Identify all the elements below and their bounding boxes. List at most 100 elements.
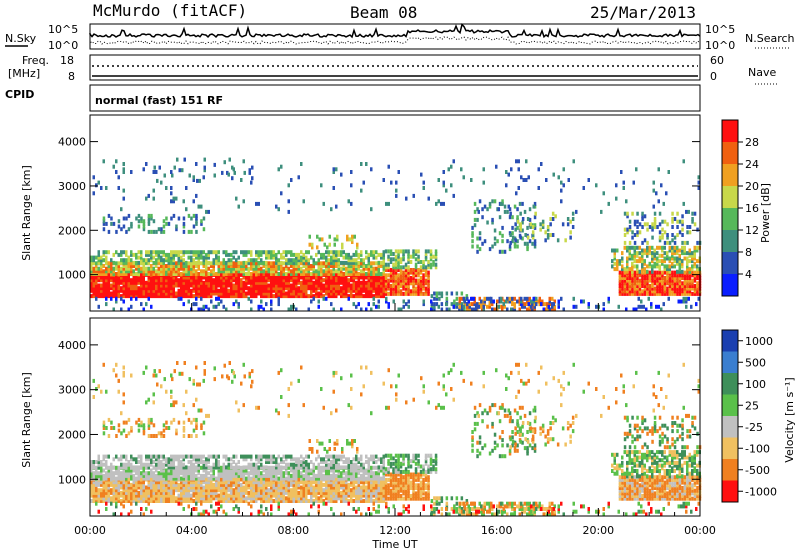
power-cell <box>157 294 160 299</box>
power-cell <box>520 175 523 180</box>
velocity-cell <box>302 488 305 493</box>
velocity-cell <box>100 499 103 503</box>
power-cell <box>337 258 340 263</box>
power-cell <box>681 245 684 250</box>
velocity-cell <box>102 468 105 473</box>
power-cell <box>155 272 158 276</box>
velocity-cell <box>177 468 180 473</box>
power-cell <box>653 276 657 280</box>
power-cell <box>508 215 512 220</box>
power-cell <box>693 284 697 288</box>
velocity-cell <box>170 468 173 473</box>
power-cell <box>305 291 308 296</box>
velocity-cell <box>150 468 153 473</box>
power-cell <box>127 269 130 274</box>
power-cell <box>155 278 158 283</box>
velocity-cell <box>355 488 358 493</box>
power-cell <box>389 289 393 294</box>
power-cell <box>367 294 370 299</box>
power-cell <box>327 278 330 283</box>
power-cell <box>352 288 355 293</box>
power-cell <box>100 258 103 263</box>
velocity-cell <box>372 490 375 495</box>
velocity-cell <box>297 485 300 490</box>
colorbar-tick-label: 4 <box>745 268 752 281</box>
power-cell <box>297 266 300 271</box>
power-cell <box>355 291 358 296</box>
power-cell <box>362 258 365 263</box>
power-cell <box>384 273 388 278</box>
power-cell <box>110 275 113 280</box>
velocity-cell <box>235 480 238 485</box>
power-cell <box>112 275 115 280</box>
velocity-cell <box>200 465 203 470</box>
power-cell <box>686 270 689 275</box>
power-cell <box>422 262 425 267</box>
power-cell <box>662 302 665 307</box>
velocity-cell <box>307 499 310 503</box>
power-cell <box>496 299 499 304</box>
velocity-cell <box>90 476 93 481</box>
power-cell <box>320 183 323 188</box>
power-cell <box>419 270 423 275</box>
power-cell <box>352 264 355 268</box>
power-cell <box>260 258 263 263</box>
power-cell <box>220 294 223 299</box>
power-cell <box>267 266 270 271</box>
velocity-cell <box>107 496 110 501</box>
power-cell <box>227 278 230 283</box>
power-cell <box>277 296 280 301</box>
power-cell <box>117 224 121 229</box>
velocity-cell <box>404 491 408 496</box>
velocity-cell <box>110 465 113 470</box>
velocity-cell <box>392 491 395 496</box>
velocity-cell <box>345 499 348 503</box>
power-cell <box>147 294 150 299</box>
power-cell <box>342 294 345 299</box>
power-cell <box>227 283 230 288</box>
power-cell <box>155 170 158 174</box>
velocity-cell <box>155 488 158 493</box>
power-cell <box>162 283 165 288</box>
power-cell <box>167 252 170 257</box>
power-cell <box>531 233 535 237</box>
power-cell <box>195 264 198 268</box>
power-cell <box>515 191 518 196</box>
power-cell <box>345 288 348 293</box>
power-cell <box>277 167 280 172</box>
power-cell <box>435 294 439 299</box>
power-cell <box>135 266 138 271</box>
power-cell <box>660 307 663 312</box>
power-cell <box>207 209 210 214</box>
power-cell <box>399 276 403 280</box>
power-cell <box>473 217 477 222</box>
velocity-cell <box>150 490 153 495</box>
power-cell <box>335 272 338 277</box>
power-cell <box>130 264 133 268</box>
power-cell <box>285 291 288 296</box>
power-cell <box>280 291 283 296</box>
power-cell <box>478 231 482 236</box>
power-cell <box>636 245 639 250</box>
velocity-cell <box>350 482 353 487</box>
power-cell <box>335 275 338 280</box>
power-cell <box>167 264 170 268</box>
power-cell <box>160 250 163 255</box>
power-cell <box>200 280 203 285</box>
power-cell <box>483 296 486 301</box>
power-cell <box>307 286 310 291</box>
power-cell <box>130 266 133 271</box>
power-cell <box>95 283 98 288</box>
velocity-cell <box>105 496 108 501</box>
power-cell <box>407 276 410 280</box>
power-cell <box>322 269 325 274</box>
velocity-cell <box>384 472 388 477</box>
power-cell <box>691 217 694 221</box>
power-cell <box>645 307 648 312</box>
power-cell <box>648 261 651 266</box>
power-cell <box>317 286 320 291</box>
power-cell <box>541 225 545 229</box>
velocity-cell <box>150 473 153 478</box>
velocity-cell <box>235 490 238 495</box>
power-cell <box>668 281 672 286</box>
